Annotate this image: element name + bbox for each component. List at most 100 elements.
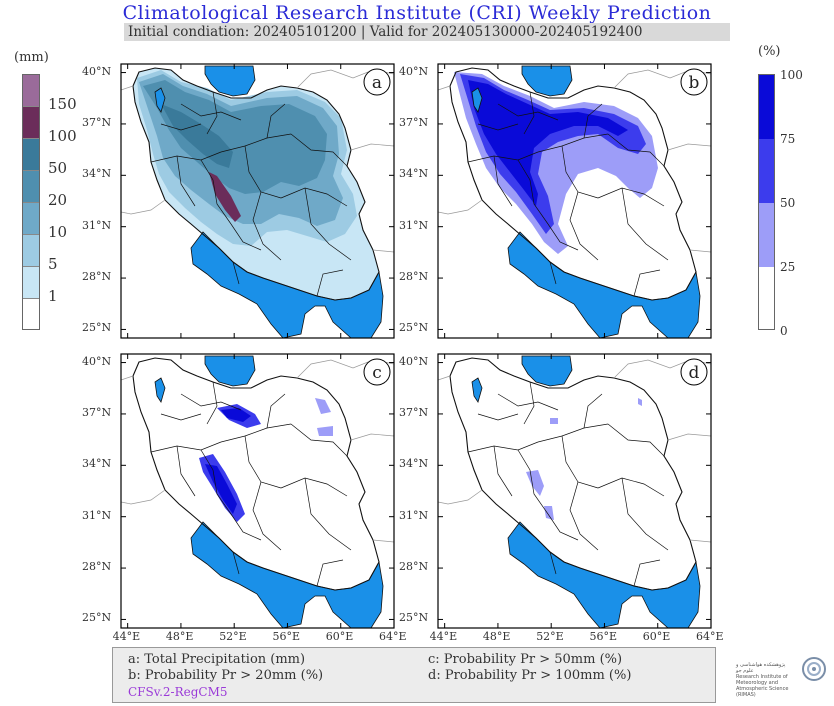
lat-tick-label: 40°N [399,354,429,368]
legend-box [112,647,716,703]
lat-tick-label: 37°N [399,115,429,129]
legend-d: d: Probability Pr > 100mm (%) [428,668,632,683]
province-border [280,187,348,207]
institute-logo-icon [802,657,826,681]
province-border [583,103,603,139]
lake-urmia [154,377,166,403]
lon-tick-label: 60°E [642,630,671,643]
left-colorbar-tick: 50 [48,159,68,177]
panel-frame [437,63,712,339]
neighbor-border [121,375,134,381]
neighbor-border [438,199,483,215]
province-border [547,223,579,251]
lon-tick-label: 56°E [272,630,300,643]
map-panel-b: b [437,63,712,339]
lat-tick-label: 40°N [82,354,112,368]
country-border [449,67,697,301]
country-border [132,357,380,591]
map-panel-d: d [437,353,712,629]
right-colorbar [758,74,775,330]
lon-tick-label: 52°E [219,630,247,643]
province-border [537,133,609,153]
panel-label-text: a [372,73,382,93]
province-border [523,91,535,135]
province-border [232,551,240,575]
province-border [477,123,519,131]
lake-urmia [154,87,166,113]
left-colorbar-tick: 20 [48,191,68,209]
province-border [150,441,222,453]
province-border [230,223,262,251]
province-border [561,435,599,489]
panel-label-text: c [372,363,382,383]
lake-urmia [471,87,483,113]
country-border [449,357,697,591]
left-colorbar-segment [23,139,39,171]
right-colorbar-segment [759,75,774,139]
lon-tick-label: 48°E [165,630,194,643]
province-border [206,381,218,425]
right-colorbar-tick: 25 [780,260,796,274]
province-border [232,261,240,285]
lon-tick-label: 56°E [589,630,617,643]
province-border [244,145,282,199]
right-colorbar-tick: 100 [780,68,803,82]
province-border [537,423,609,443]
lat-tick-label: 34°N [82,167,112,181]
left-colorbar-unit: (mm) [14,50,49,65]
panel-label-b: b [680,68,708,96]
province-border [561,145,599,199]
lon-tick-label: 60°E [325,630,354,643]
legend-b: b: Probability Pr > 20mm (%) [128,668,324,683]
left-colorbar-segment [23,75,39,107]
left-colorbar [22,74,40,330]
province-border [517,449,549,515]
province-border [569,191,599,261]
province-border [290,133,348,167]
province-border [220,133,292,153]
province-border [597,477,665,497]
province-border [477,413,519,421]
lat-tick-label: 25°N [82,321,112,335]
precip-shading [221,408,251,422]
panel-frame [120,63,395,339]
right-colorbar-tick: 50 [780,196,796,210]
caspian-sea [204,355,256,387]
lon-tick-label: 64°E [696,630,724,643]
logo-name-en: Research Institute of Meteorology and At… [736,674,789,698]
province-border [252,481,282,551]
neighbor-border [438,489,483,505]
neighbor-border [667,143,711,151]
precip-shading [161,104,233,168]
province-border [200,449,232,515]
left-colorbar-tick: 5 [48,255,58,273]
lon-tick-label: 52°E [536,630,564,643]
province-border [280,477,348,497]
province-border [497,103,559,121]
province-border [549,551,557,575]
panel-label-a: a [363,68,391,96]
precip-shading [209,172,241,222]
caspian-sea [521,65,573,97]
left-colorbar-tick: 10 [48,223,68,241]
province-border [467,441,539,453]
precip-shading [544,506,554,520]
institute-logo-text: پژوهشکده هواشناسی و علوم جو Research Ins… [736,662,796,698]
neighbor-border [350,433,394,441]
lat-tick-label: 37°N [399,405,429,419]
left-colorbar-segment [23,107,39,139]
left-colorbar-segment [23,299,39,329]
neighbor-border [689,249,711,253]
map-panel-a: a [120,63,395,339]
province-border [569,481,599,551]
lat-tick-label: 37°N [82,115,112,129]
precip-shading [315,398,331,414]
left-colorbar-tick: 1 [48,287,58,305]
province-border [266,393,286,429]
province-border [583,393,603,429]
province-border [497,393,559,411]
lon-tick-label: 48°E [482,630,511,643]
province-border [523,381,535,425]
province-border [633,269,661,297]
panel-label-d: d [680,358,708,386]
